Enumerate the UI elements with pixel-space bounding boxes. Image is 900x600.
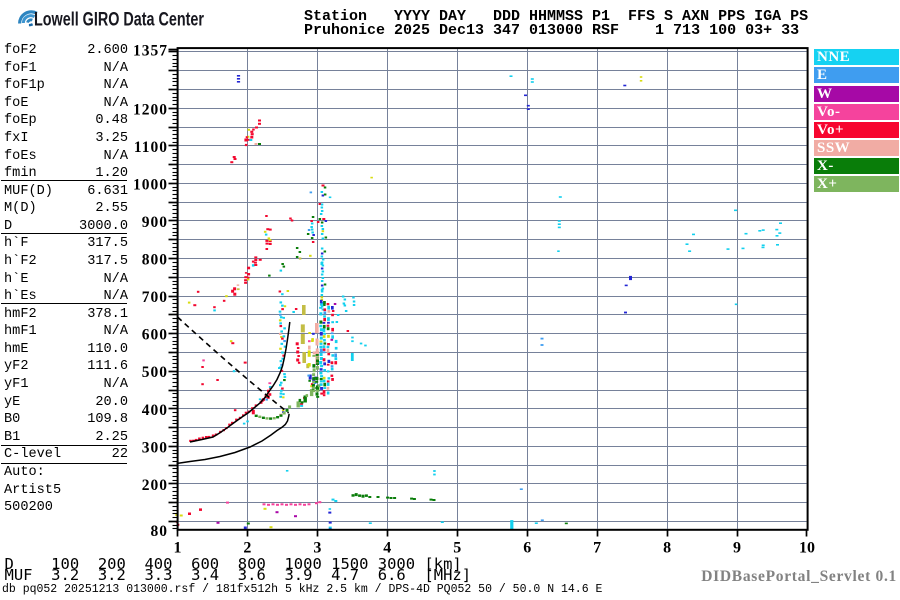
svg-text:9: 9	[733, 540, 741, 557]
svg-text:5: 5	[453, 540, 461, 557]
svg-text:1: 1	[174, 540, 182, 557]
svg-text:7: 7	[593, 540, 601, 557]
svg-text:1200: 1200	[133, 101, 168, 118]
svg-text:1000: 1000	[133, 176, 168, 193]
svg-text:800: 800	[142, 252, 168, 269]
svg-text:700: 700	[142, 289, 168, 306]
svg-text:600: 600	[142, 327, 168, 344]
svg-text:200: 200	[142, 477, 168, 494]
svg-text:8: 8	[663, 540, 671, 557]
svg-text:500: 500	[142, 364, 168, 381]
svg-text:900: 900	[142, 214, 168, 231]
svg-text:6: 6	[523, 540, 531, 557]
svg-text:80: 80	[151, 523, 169, 540]
svg-text:300: 300	[142, 439, 168, 456]
svg-text:10: 10	[799, 540, 815, 557]
svg-text:1100: 1100	[134, 139, 168, 156]
svg-text:Lowell GIRO Data Center: Lowell GIRO Data Center	[34, 9, 204, 31]
svg-text:3: 3	[313, 540, 321, 557]
svg-text:4: 4	[383, 540, 391, 557]
svg-text:1357: 1357	[133, 42, 168, 59]
svg-text:400: 400	[142, 402, 168, 419]
svg-text:2: 2	[243, 540, 251, 557]
